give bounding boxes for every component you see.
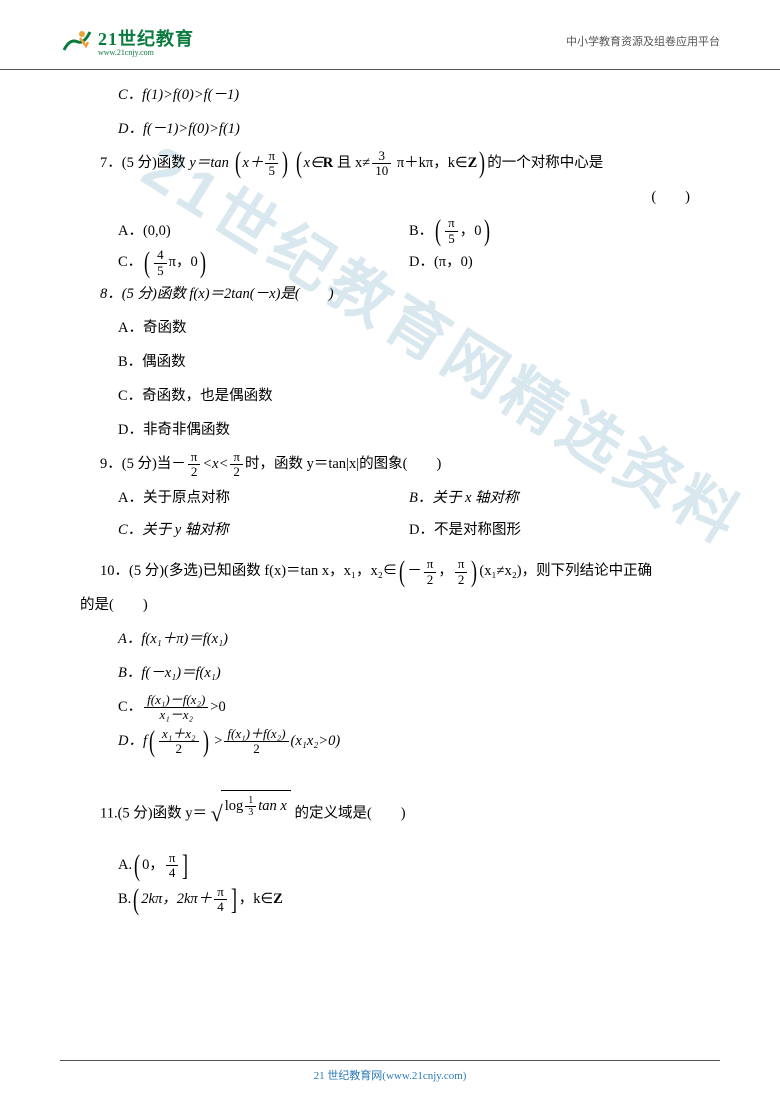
q7-option-c: C．(45π，0) [118,247,409,279]
q8-option-a: A．奇函数 [80,313,700,345]
logo-icon [60,24,94,58]
q8-stem: 8．(5 分)函数 f(x)＝2tan(－x)是( ) [80,279,700,311]
q7-row-ab: A．(0,0) B．(π5，0) [80,216,700,248]
q10-stem-2: 的是( ) [80,590,700,622]
q7-option-d: D．(π，0) [409,247,700,279]
header-subtitle: 中小学教育资源及组卷应用平台 [566,33,720,49]
q10-option-d: D．f(x₁＋x₂2) >f(x₁)＋f(x₂)2(x₁x₂>0) [80,726,700,758]
q6-option-c: C．f(1)>f(0)>f(－1) [80,80,700,112]
logo: 21世纪教育 www.21cnjy.com [60,24,194,58]
page-content: C．f(1)>f(0)>f(－1) D．f(－1)>f(0)>f(1) 7．(5… [80,80,700,1043]
q9-row-cd: C．关于 y 轴对称 D．不是对称图形 [80,515,700,547]
q7-option-a: A．(0,0) [118,216,409,248]
q11-stem: 11.(5 分)函数 y＝ √log13tan x 的定义域是( ) [80,790,700,838]
q10-option-c: C．f(x₁)－f(x₂)x₁－x₂>0 [80,692,700,724]
q9-stem: 9．(5 分)当－π2<x<π2时，函数 y＝tan|x|的图象( ) [80,449,700,481]
q8-option-d: D．非奇非偶函数 [80,415,700,447]
page-header: 21世纪教育 www.21cnjy.com 中小学教育资源及组卷应用平台 [0,0,780,70]
q10-stem: 10．(5 分)(多选)已知函数 f(x)＝tan x，x₁，x₂∈(－π2，π… [80,556,700,588]
logo-title: 21世纪教育 [98,29,194,49]
q11-option-a: A.(0，π4] [80,850,700,882]
q10-option-b: B．f(－x₁)＝f(x₁) [80,658,700,690]
q9-option-d: D．不是对称图形 [409,515,700,547]
page-footer: 21 世纪教育网(www.21cnjy.com) [60,1060,720,1083]
q9-option-a: A．关于原点对称 [118,483,409,515]
q11-option-b: B.(2kπ，2kπ＋π4]，k∈Z [80,884,700,916]
q8-option-c: C．奇函数，也是偶函数 [80,381,700,413]
q10-option-a: A．f(x₁＋π)＝f(x₁) [80,624,700,656]
q9-option-c: C．关于 y 轴对称 [118,515,409,547]
q8-option-b: B．偶函数 [80,347,700,379]
q7-stem: 7．(5 分)函数 y＝tan (x＋π5) (x∈R 且 x≠310 π＋kπ… [80,148,700,180]
q7-option-b: B．(π5，0) [409,216,700,248]
q9-row-ab: A．关于原点对称 B．关于 x 轴对称 [80,483,700,515]
q9-option-b: B．关于 x 轴对称 [409,483,700,515]
q7-paren: ( ) [80,182,700,214]
q6-option-d: D．f(－1)>f(0)>f(1) [80,114,700,146]
q7-row-cd: C．(45π，0) D．(π，0) [80,247,700,279]
